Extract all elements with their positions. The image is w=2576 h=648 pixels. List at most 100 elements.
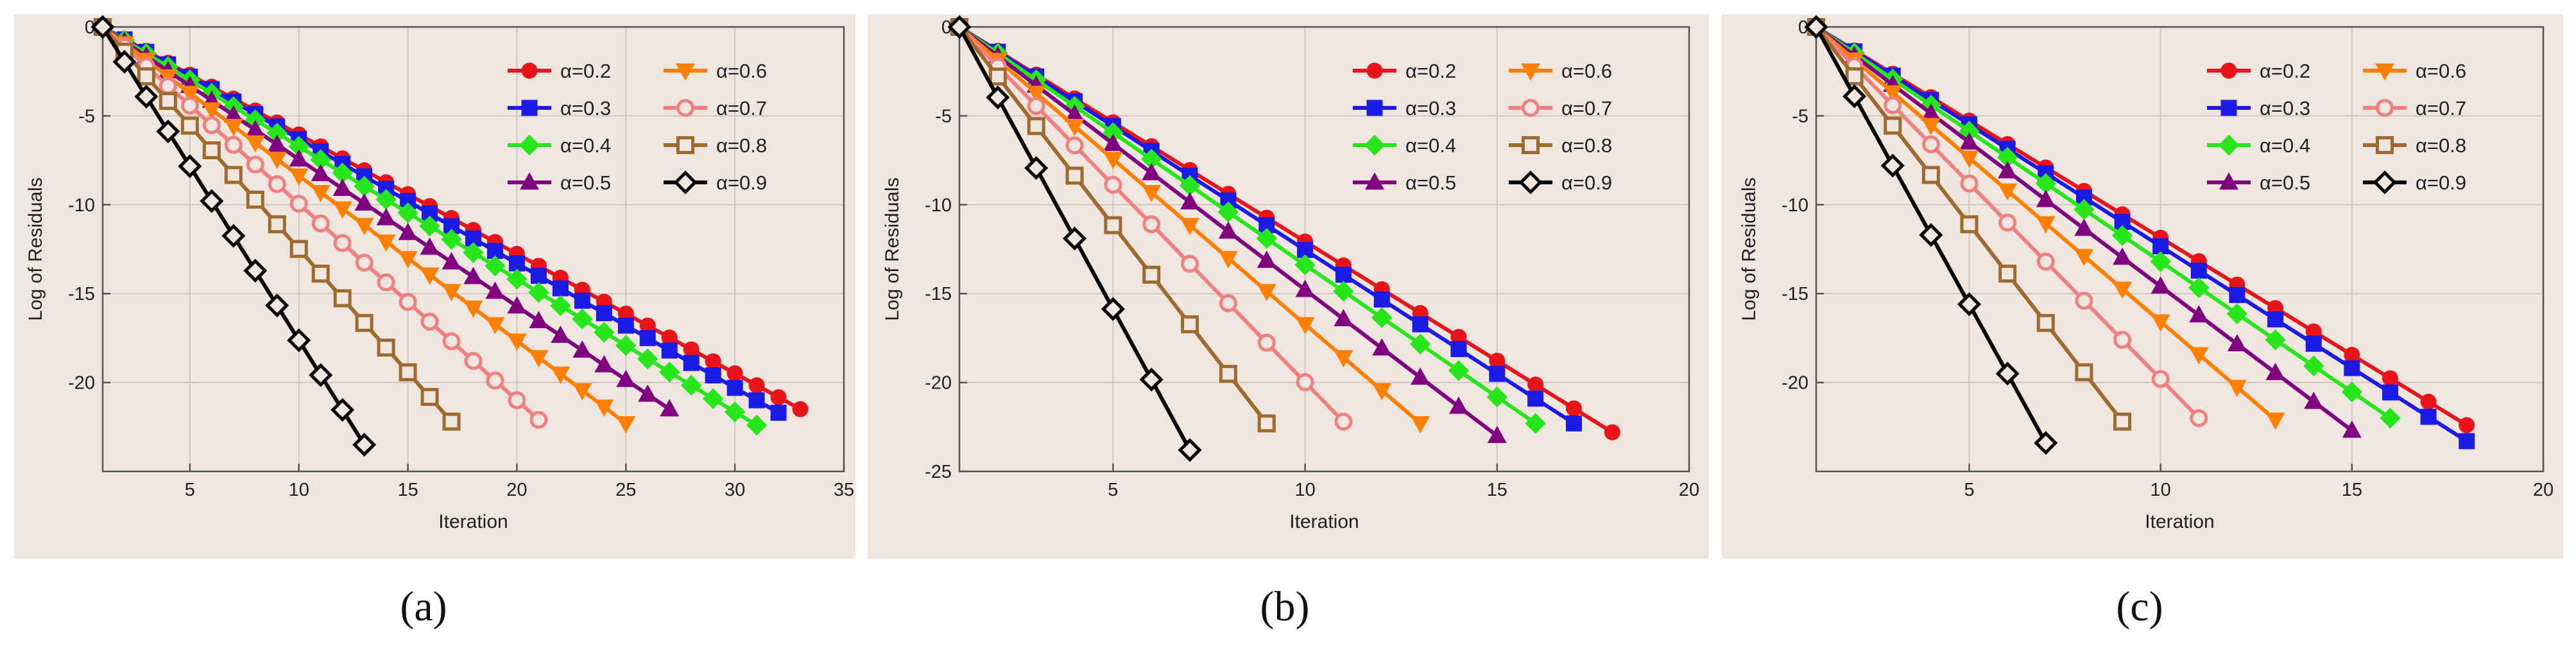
data-point <box>1101 297 1125 321</box>
legend-label: α=0.2 <box>2260 60 2310 82</box>
data-point <box>660 399 680 417</box>
data-point <box>2034 431 2058 455</box>
legend-marker <box>1518 170 1543 195</box>
data-point <box>1998 213 2017 232</box>
data-point <box>617 317 634 334</box>
data-point <box>224 136 243 154</box>
data-point <box>2382 370 2398 387</box>
data-point <box>2189 347 2209 365</box>
data-point <box>2036 216 2056 234</box>
legend-label: α=0.6 <box>1561 60 1612 82</box>
data-point <box>1604 424 1620 441</box>
data-point <box>1104 216 1122 234</box>
data-point <box>1565 415 1582 432</box>
data-point <box>265 293 289 318</box>
data-point <box>245 119 265 137</box>
x-tick-label: 5 <box>185 480 195 500</box>
data-point <box>508 391 526 410</box>
legend: α=0.2 α=0.3 α=0.4 α=0.5 α=0.6 α=0.7 α=0.8 α=0.9 <box>2207 60 2466 195</box>
data-point <box>90 15 115 39</box>
legend-marker <box>521 62 538 79</box>
data-point <box>2459 433 2475 450</box>
data-point <box>1842 84 1867 109</box>
y-tick-label: 0 <box>1798 17 1808 38</box>
data-point <box>2113 331 2132 349</box>
data-point <box>572 383 592 401</box>
y-axis-label: Log of Residuals <box>1739 177 1760 320</box>
panel-caption: (b) <box>1260 583 1310 630</box>
data-point <box>1959 132 1979 150</box>
data-point <box>1103 134 1123 152</box>
data-point <box>1884 96 1902 114</box>
data-point <box>246 155 264 174</box>
data-point <box>1027 117 1045 136</box>
data-point <box>1178 438 1202 462</box>
data-point <box>1489 365 1506 382</box>
data-point <box>726 365 743 381</box>
data-point <box>399 363 417 381</box>
data-point <box>1217 201 1239 223</box>
data-point <box>529 350 549 368</box>
legend-label: α=0.7 <box>1561 97 1612 119</box>
legend-label: α=0.4 <box>560 134 611 157</box>
data-point <box>2227 380 2247 398</box>
data-point <box>2305 323 2322 340</box>
data-point <box>245 135 265 153</box>
series-0.6 <box>93 19 636 433</box>
data-point <box>1065 136 1084 155</box>
data-point <box>2380 407 2401 429</box>
data-point <box>2188 277 2210 299</box>
panel-background <box>14 14 855 559</box>
data-point <box>726 380 743 396</box>
data-point <box>289 168 309 186</box>
data-point <box>1959 150 1979 168</box>
data-point <box>2074 218 2094 236</box>
data-point <box>311 184 331 202</box>
data-point <box>616 416 636 433</box>
data-point <box>1486 386 1508 408</box>
legend-label: α=0.8 <box>2416 134 2466 157</box>
data-point <box>355 254 374 272</box>
y-tick-label: -20 <box>68 373 95 394</box>
data-point <box>221 223 246 248</box>
data-point <box>1450 341 1467 358</box>
data-point <box>530 268 547 285</box>
x-axis-label: Iteration <box>2145 511 2214 532</box>
data-point <box>134 84 159 109</box>
data-point <box>463 300 483 318</box>
data-point <box>1333 281 1354 302</box>
data-point <box>1372 383 1392 401</box>
data-point <box>2150 251 2171 272</box>
data-point <box>507 333 527 351</box>
data-point <box>2113 412 2132 431</box>
data-point <box>1103 152 1123 170</box>
data-point <box>289 195 308 213</box>
data-point <box>333 289 352 308</box>
data-point <box>724 401 746 423</box>
legend-label: α=0.3 <box>560 97 611 119</box>
data-point <box>1448 396 1468 414</box>
series-0.5 <box>93 17 680 417</box>
data-point <box>352 432 377 457</box>
data-point <box>420 388 439 407</box>
data-point <box>1062 226 1087 250</box>
x-tick-label: 10 <box>289 480 309 500</box>
plot-frame <box>101 26 845 473</box>
data-point <box>2459 417 2475 433</box>
panel-2: 5 10 15 20 0 -5 -10 -15 -20 Iteration Log of Resid… <box>1722 14 2563 630</box>
x-tick-label: 15 <box>1487 480 1507 500</box>
data-point <box>551 366 571 384</box>
series-0.9 <box>1804 15 2058 455</box>
data-point <box>1845 67 1864 85</box>
panel-background <box>868 14 1709 559</box>
data-point <box>1372 338 1392 356</box>
data-point <box>2265 329 2286 351</box>
data-point <box>442 284 461 302</box>
data-point <box>289 149 309 167</box>
legend-marker <box>2376 136 2394 154</box>
data-point <box>574 292 590 309</box>
y-tick-label: 0 <box>941 17 952 38</box>
data-point <box>2420 408 2437 425</box>
data-point <box>332 201 352 219</box>
data-point <box>1448 360 1470 381</box>
